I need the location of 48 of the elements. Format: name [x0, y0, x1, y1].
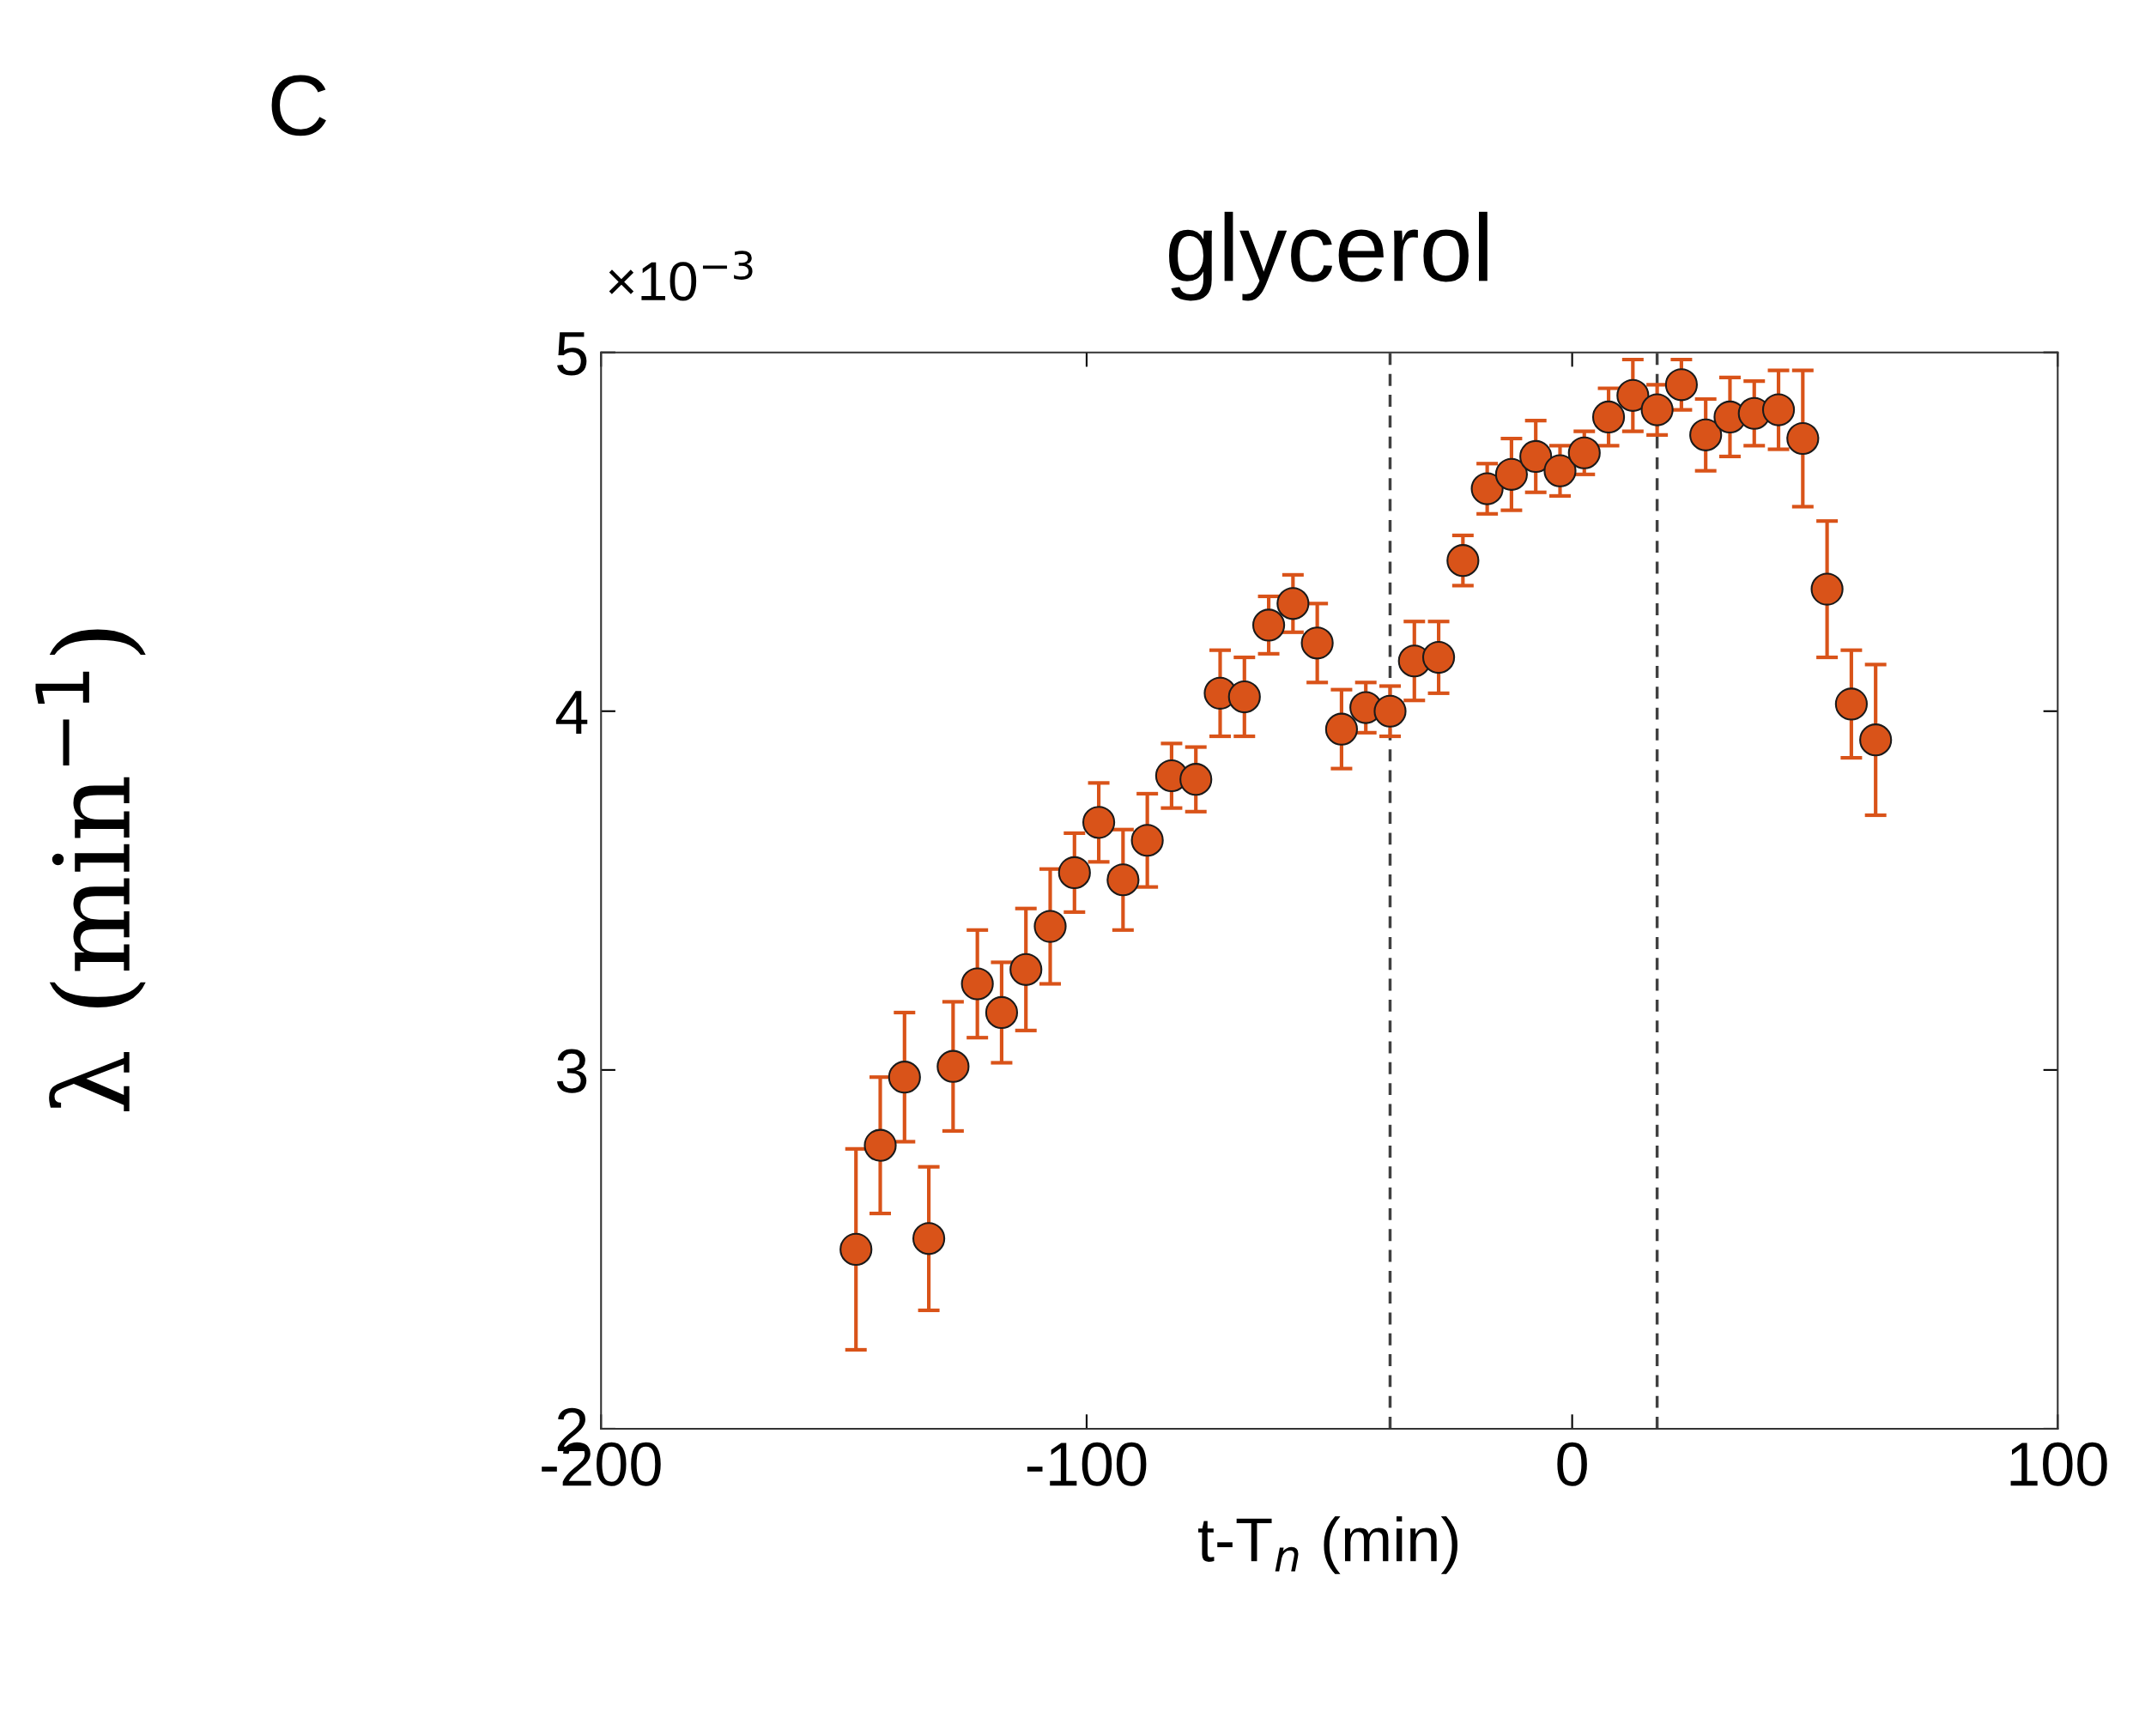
point — [1082, 806, 1116, 839]
point — [1446, 544, 1480, 578]
x-tick-label: 100 — [2010, 1442, 2107, 1486]
point — [1859, 723, 1893, 757]
point — [1106, 863, 1140, 897]
text: ×10$^{−3}$ — [609, 251, 753, 301]
y-tick-label: 4 — [555, 691, 588, 734]
point — [1494, 457, 1528, 491]
point — [1640, 393, 1674, 426]
x-tick-label: -100 — [1027, 1442, 1147, 1486]
point — [1130, 824, 1164, 857]
point — [985, 995, 1019, 1030]
y-tick-label: 3 — [556, 1049, 587, 1093]
point — [936, 1049, 970, 1083]
point — [1543, 454, 1577, 487]
point — [1373, 694, 1407, 728]
y-tick-label: 5 — [557, 332, 587, 376]
point — [912, 1222, 946, 1255]
point — [1591, 400, 1626, 434]
point — [1810, 572, 1844, 606]
point — [1421, 640, 1456, 674]
point — [888, 1061, 921, 1094]
point — [1567, 436, 1601, 469]
y-axis-title: λ (min$^{−1}$) — [35, 629, 146, 1111]
point — [1324, 712, 1359, 746]
point — [1761, 393, 1796, 426]
point — [1033, 910, 1067, 943]
point — [1786, 421, 1820, 456]
point — [1664, 368, 1698, 402]
point — [1179, 763, 1213, 796]
point — [1616, 378, 1650, 412]
point — [1470, 472, 1504, 505]
x-tick-label: 0 — [1557, 1442, 1587, 1486]
point — [1227, 680, 1261, 714]
chart-title: glycerol — [1169, 211, 1488, 301]
text: C — [271, 75, 326, 136]
point — [1009, 953, 1043, 986]
x-axis-title: t-T$_{n}$ (min) — [1198, 1515, 1457, 1575]
point — [839, 1232, 873, 1266]
point — [1300, 626, 1334, 660]
point — [960, 967, 994, 1001]
point — [1276, 587, 1310, 620]
point — [1519, 439, 1553, 474]
point — [1689, 418, 1723, 451]
point — [863, 1128, 897, 1162]
point — [1251, 608, 1286, 642]
point — [1057, 856, 1091, 889]
point — [1834, 687, 1868, 721]
